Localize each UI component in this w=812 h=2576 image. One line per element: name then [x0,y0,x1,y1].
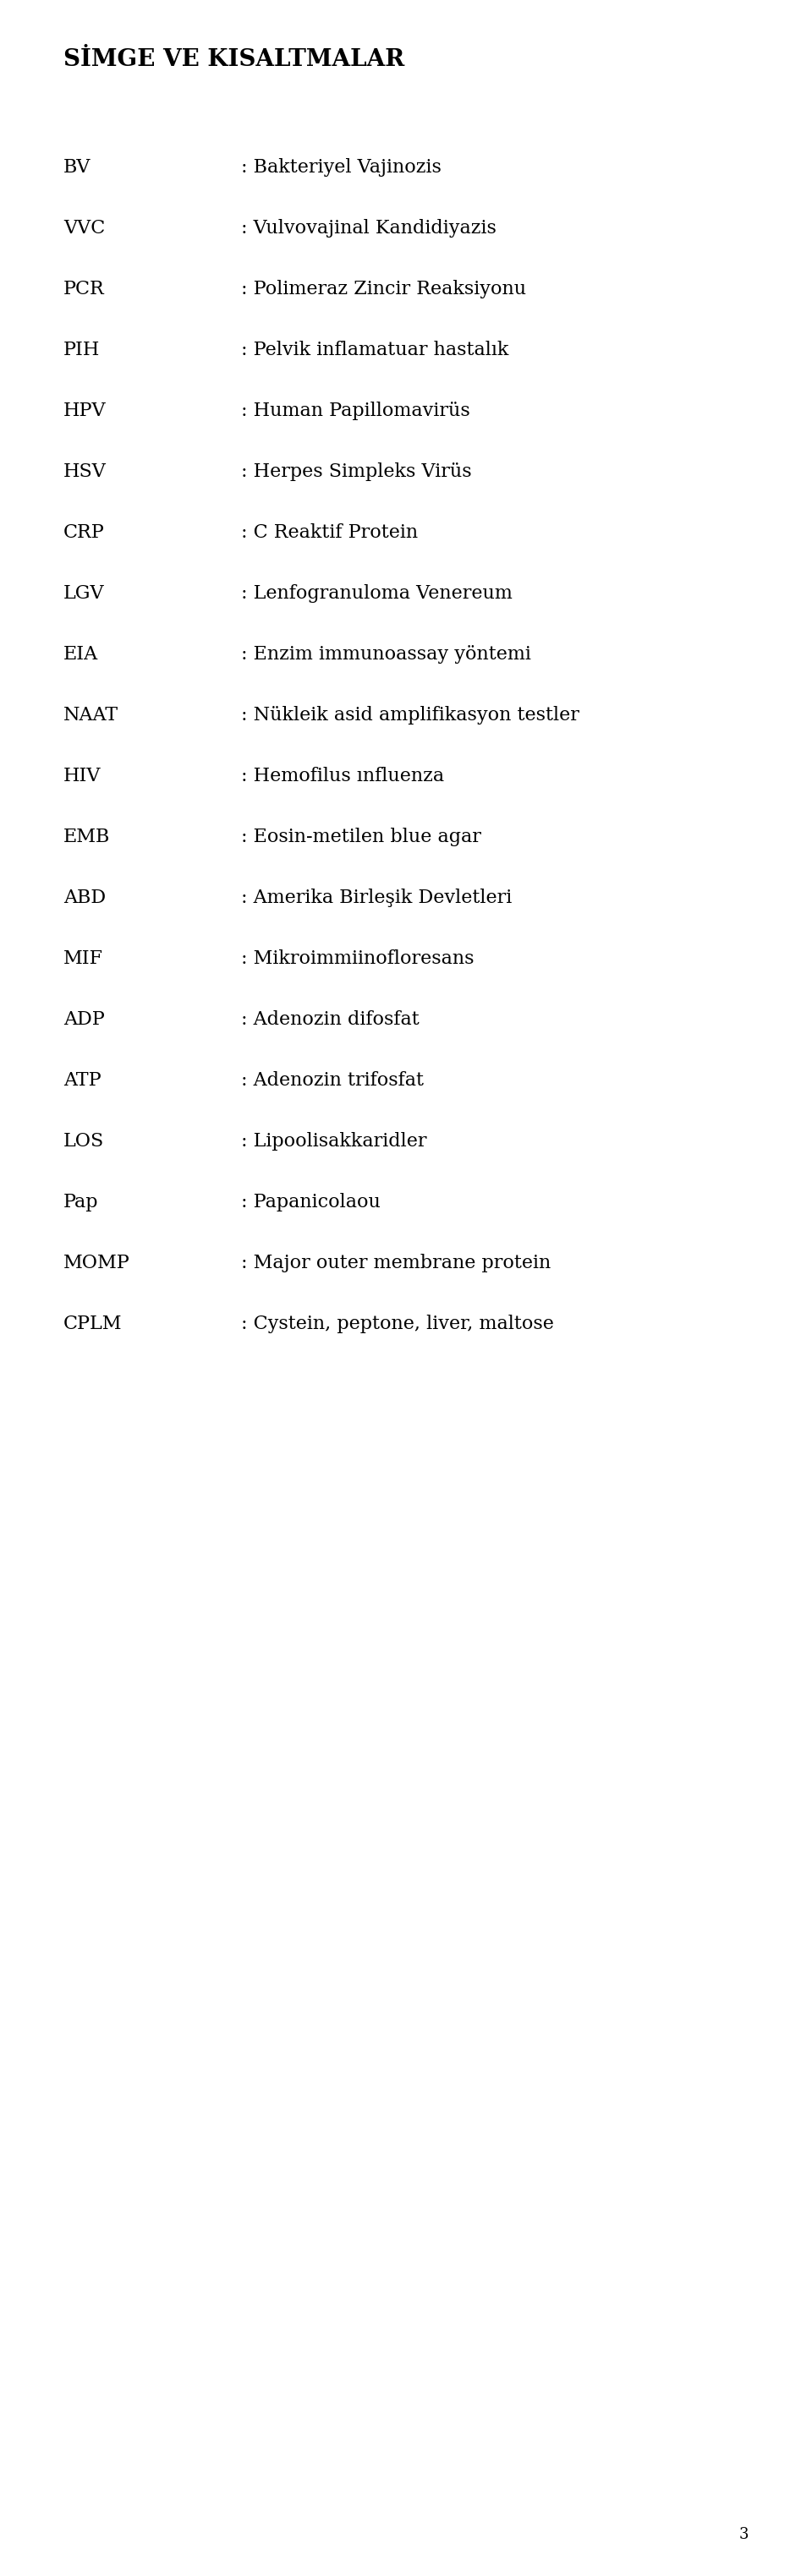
Text: MIF: MIF [63,951,103,969]
Text: : Bakteriyel Vajinozis: : Bakteriyel Vajinozis [241,157,442,178]
Text: : Herpes Simpleks Virüs: : Herpes Simpleks Virüs [241,464,472,482]
Text: CPLM: CPLM [63,1314,123,1334]
Text: : Adenozin trifosfat: : Adenozin trifosfat [241,1072,424,1090]
Text: PIH: PIH [63,340,100,358]
Text: PCR: PCR [63,281,105,299]
Text: LOS: LOS [63,1131,104,1151]
Text: BV: BV [63,157,91,178]
Text: : Pelvik inflamatuar hastalık: : Pelvik inflamatuar hastalık [241,340,508,358]
Text: : Hemofilus ınfluenza: : Hemofilus ınfluenza [241,768,444,786]
Text: : Eosin-metilen blue agar: : Eosin-metilen blue agar [241,827,482,848]
Text: : Cystein, peptone, liver, maltose: : Cystein, peptone, liver, maltose [241,1314,554,1334]
Text: HSV: HSV [63,464,106,482]
Text: NAAT: NAAT [63,706,119,724]
Text: : Adenozin difosfat: : Adenozin difosfat [241,1010,419,1028]
Text: MOMP: MOMP [63,1255,130,1273]
Text: VVC: VVC [63,219,105,237]
Text: LGV: LGV [63,585,105,603]
Text: : Human Papillomavirüs: : Human Papillomavirüs [241,402,470,420]
Text: 3: 3 [739,2527,749,2543]
Text: : Polimeraz Zincir Reaksiyonu: : Polimeraz Zincir Reaksiyonu [241,281,526,299]
Text: ADP: ADP [63,1010,105,1028]
Text: EMB: EMB [63,827,110,848]
Text: : Amerika Birleşik Devletleri: : Amerika Birleşik Devletleri [241,889,512,907]
Text: ATP: ATP [63,1072,102,1090]
Text: : Nükleik asid amplifikasyon testler: : Nükleik asid amplifikasyon testler [241,706,579,724]
Text: HIV: HIV [63,768,101,786]
Text: SİMGE VE KISALTMALAR: SİMGE VE KISALTMALAR [63,49,404,72]
Text: : Major outer membrane protein: : Major outer membrane protein [241,1255,551,1273]
Text: : Mikroimmiinofloresans: : Mikroimmiinofloresans [241,951,474,969]
Text: Pap: Pap [63,1193,98,1211]
Text: : Papanicolaou: : Papanicolaou [241,1193,381,1211]
Text: HPV: HPV [63,402,106,420]
Text: : Lenfogranuloma Venereum: : Lenfogranuloma Venereum [241,585,512,603]
Text: : Enzim immunoassay yöntemi: : Enzim immunoassay yöntemi [241,644,531,665]
Text: : Lipoolisakkaridler: : Lipoolisakkaridler [241,1131,427,1151]
Text: CRP: CRP [63,523,105,541]
Text: : Vulvovajinal Kandidiyazis: : Vulvovajinal Kandidiyazis [241,219,496,237]
Text: ABD: ABD [63,889,106,907]
Text: EIA: EIA [63,644,98,665]
Text: : C Reaktif Protein: : C Reaktif Protein [241,523,418,541]
